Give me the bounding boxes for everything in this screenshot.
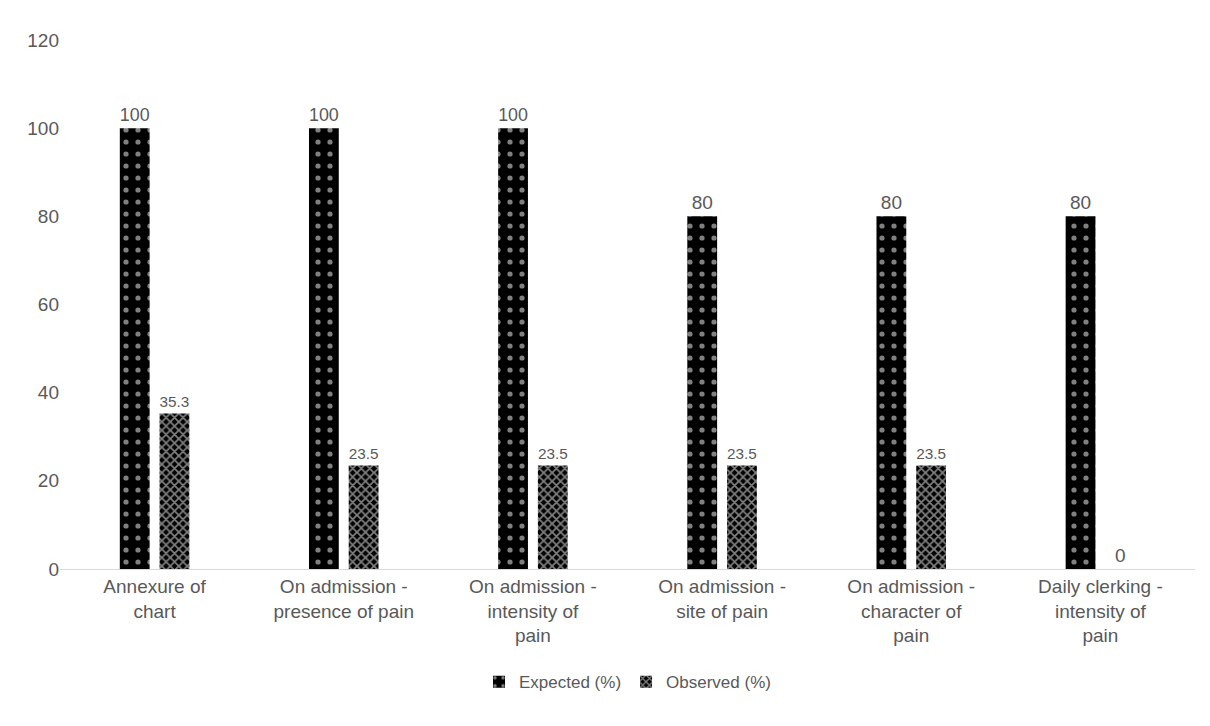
- svg-text:80: 80: [692, 192, 713, 213]
- svg-text:40: 40: [38, 382, 59, 403]
- svg-text:100: 100: [309, 105, 339, 125]
- svg-text:On admission -intensity ofpain: On admission -intensity ofpain: [469, 576, 597, 646]
- svg-text:23.5: 23.5: [349, 445, 379, 462]
- svg-text:20: 20: [38, 470, 59, 491]
- svg-text:80: 80: [881, 192, 902, 213]
- svg-text:100: 100: [120, 105, 150, 125]
- svg-text:100: 100: [27, 118, 59, 139]
- svg-text:On admission -site of pain: On admission -site of pain: [658, 576, 786, 622]
- svg-text:35.3: 35.3: [160, 393, 190, 410]
- svg-text:80: 80: [38, 206, 59, 227]
- svg-text:80: 80: [1070, 192, 1091, 213]
- svg-text:120: 120: [27, 30, 59, 51]
- svg-text:100: 100: [498, 105, 528, 125]
- svg-text:60: 60: [38, 294, 59, 315]
- svg-text:Expected (%): Expected (%): [519, 673, 621, 692]
- svg-text:23.5: 23.5: [916, 445, 946, 462]
- svg-text:0: 0: [1115, 545, 1126, 566]
- svg-text:On admission -character ofpain: On admission -character ofpain: [847, 576, 975, 646]
- svg-text:23.5: 23.5: [727, 445, 757, 462]
- svg-text:On admission -presence of pain: On admission -presence of pain: [274, 576, 415, 622]
- svg-text:Annexure ofchart: Annexure ofchart: [103, 576, 206, 622]
- svg-text:23.5: 23.5: [538, 445, 568, 462]
- svg-text:Observed (%): Observed (%): [666, 673, 771, 692]
- svg-text:Daily clerking -intensity ofpa: Daily clerking -intensity ofpain: [1038, 576, 1163, 646]
- svg-text:0: 0: [48, 559, 59, 580]
